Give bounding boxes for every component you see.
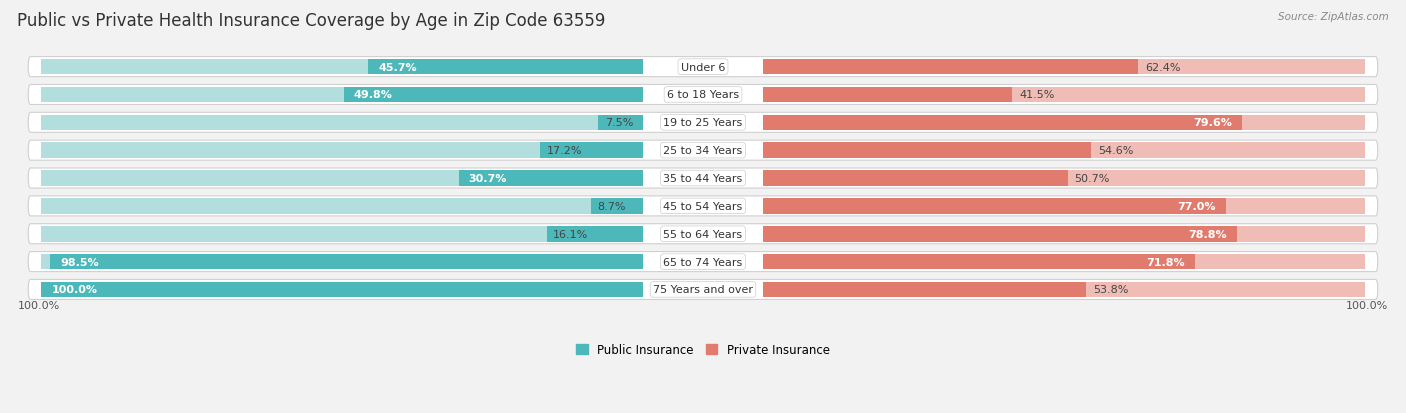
Bar [458, 171, 644, 186]
Text: 19 to 25 Years: 19 to 25 Years [664, 118, 742, 128]
Text: 45 to 54 Years: 45 to 54 Years [664, 202, 742, 211]
Bar [762, 254, 1365, 270]
Text: 30.7%: 30.7% [468, 173, 508, 184]
Text: 78.8%: 78.8% [1188, 229, 1227, 239]
Bar [762, 226, 1237, 242]
Text: 6 to 18 Years: 6 to 18 Years [666, 90, 740, 100]
Bar [41, 282, 644, 297]
Text: 49.8%: 49.8% [353, 90, 392, 100]
Text: 79.6%: 79.6% [1192, 118, 1232, 128]
Text: 17.2%: 17.2% [547, 146, 582, 156]
Bar [41, 88, 644, 103]
Text: 8.7%: 8.7% [598, 202, 626, 211]
Text: 100.0%: 100.0% [1346, 300, 1388, 310]
Text: 71.8%: 71.8% [1146, 257, 1185, 267]
Bar [547, 226, 644, 242]
Text: 25 to 34 Years: 25 to 34 Years [664, 146, 742, 156]
FancyBboxPatch shape [28, 196, 1378, 216]
Text: 100.0%: 100.0% [52, 285, 97, 295]
Bar [762, 143, 1091, 159]
FancyBboxPatch shape [28, 57, 1378, 78]
Bar [762, 115, 1241, 131]
Bar [41, 115, 644, 131]
Bar [762, 282, 1365, 297]
Bar [762, 143, 1365, 159]
Text: 54.6%: 54.6% [1098, 146, 1133, 156]
Text: 55 to 64 Years: 55 to 64 Years [664, 229, 742, 239]
Bar [599, 115, 644, 131]
FancyBboxPatch shape [28, 141, 1378, 161]
Bar [762, 171, 1067, 186]
Bar [762, 226, 1365, 242]
Text: 50.7%: 50.7% [1074, 173, 1109, 184]
Bar [41, 199, 644, 214]
Bar [41, 282, 644, 297]
Bar [41, 59, 644, 75]
Bar [762, 254, 1195, 270]
Text: 41.5%: 41.5% [1019, 90, 1054, 100]
Bar [41, 226, 644, 242]
Bar [368, 59, 644, 75]
Bar [762, 199, 1226, 214]
Text: 7.5%: 7.5% [605, 118, 633, 128]
Text: 45.7%: 45.7% [378, 62, 418, 72]
Text: 62.4%: 62.4% [1144, 62, 1180, 72]
Text: 75 Years and over: 75 Years and over [652, 285, 754, 295]
Text: 35 to 44 Years: 35 to 44 Years [664, 173, 742, 184]
Text: 77.0%: 77.0% [1178, 202, 1216, 211]
Legend: Public Insurance, Private Insurance: Public Insurance, Private Insurance [571, 338, 835, 361]
Bar [762, 59, 1365, 75]
FancyBboxPatch shape [28, 280, 1378, 300]
Bar [540, 143, 644, 159]
Bar [762, 59, 1139, 75]
Text: Public vs Private Health Insurance Coverage by Age in Zip Code 63559: Public vs Private Health Insurance Cover… [17, 12, 605, 30]
FancyBboxPatch shape [28, 224, 1378, 244]
Bar [762, 88, 1365, 103]
Bar [762, 115, 1365, 131]
FancyBboxPatch shape [28, 169, 1378, 189]
FancyBboxPatch shape [28, 252, 1378, 272]
Bar [51, 254, 644, 270]
Text: 53.8%: 53.8% [1092, 285, 1129, 295]
Bar [591, 199, 644, 214]
Bar [41, 254, 644, 270]
Bar [762, 88, 1012, 103]
Text: 65 to 74 Years: 65 to 74 Years [664, 257, 742, 267]
Text: 98.5%: 98.5% [60, 257, 98, 267]
Bar [343, 88, 644, 103]
FancyBboxPatch shape [28, 85, 1378, 105]
Bar [762, 199, 1365, 214]
Text: 16.1%: 16.1% [553, 229, 588, 239]
Bar [41, 143, 644, 159]
Bar [762, 171, 1365, 186]
Bar [762, 282, 1087, 297]
FancyBboxPatch shape [28, 113, 1378, 133]
Bar [41, 171, 644, 186]
Text: Under 6: Under 6 [681, 62, 725, 72]
Text: Source: ZipAtlas.com: Source: ZipAtlas.com [1278, 12, 1389, 22]
Text: 100.0%: 100.0% [18, 300, 60, 310]
